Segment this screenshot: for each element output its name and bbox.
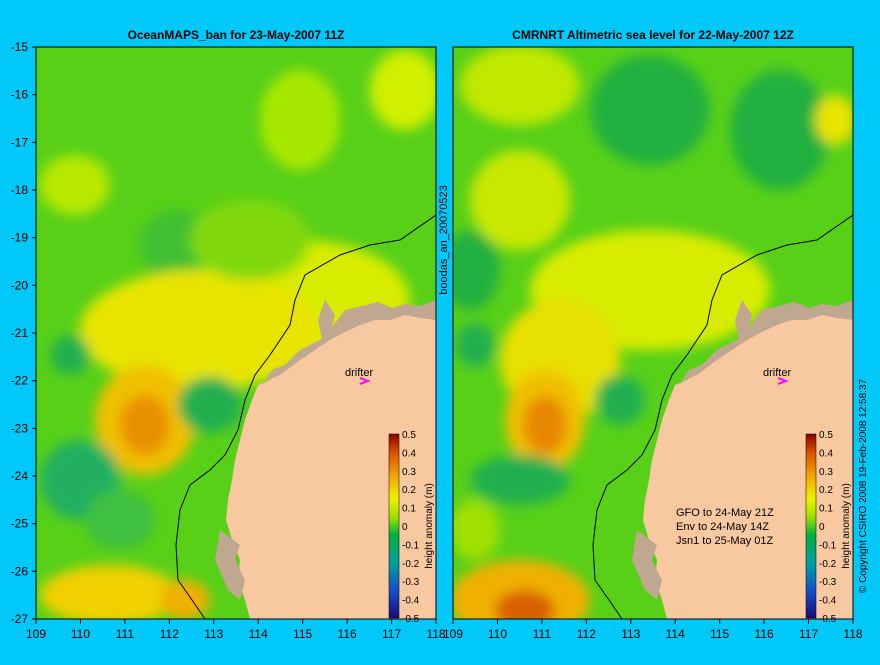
colorbar-tick-label: 0.1 [402,504,416,515]
colorbar-tick-label: 0.5 [819,430,833,441]
right-colorbar: height anomaly (m) 0.5 0.4 0.3 0.2 0.1 0 -0.1 -… [805,430,852,625]
left-colorbar: height anomaly (m) 0.5 0.4 0.3 0.2 0.1 0 -0.1 -… [388,430,435,625]
lat-tick-label: -21 [11,326,29,340]
lat-tick-label: -18 [11,183,29,197]
satellite-note-env: Env to 24-May 14Z [676,521,769,533]
lon-tick-label: 112 [577,627,596,641]
lon-tick-label: 117 [799,627,818,641]
lon-tick-label: 109 [26,627,46,641]
lat-tick-label: -22 [11,374,29,388]
copyright-text: © Copyright CSIRO 2008 19-Feb-2008 12:58… [858,378,869,593]
latitude-axis: -15 -16 -17 -18 -19 -20 -21 -22 -23 -24 -25 -26 -27 [11,40,36,626]
lon-tick-label: 112 [160,627,179,641]
lat-tick-label: -20 [11,278,29,292]
lat-tick-label: -23 [11,421,29,435]
colorbar-tick-label: -0.1 [402,540,420,551]
colorbar-tick-label: 0.5 [402,430,416,441]
right-drifter-marker [777,377,789,385]
run-id-label: boodas_an_20070523 [438,185,450,295]
left-map-panel [36,47,436,619]
right-longitude-axis: 109 110 111 112 113 114 115 116 117 118 [443,619,863,641]
left-drifter-marker [359,377,371,385]
colorbar-tick-label: 0.4 [402,448,416,459]
lat-tick-label: -25 [11,517,29,531]
colorbar-tick-label: -0.2 [819,559,837,570]
colorbar-tick-label: -0.4 [819,596,837,607]
lat-tick-label: -24 [11,469,29,483]
lon-tick-label: 118 [426,627,445,641]
colorbar-tick-label: 0.3 [819,467,833,478]
colorbar-tick-label: 0.3 [402,467,416,478]
lon-tick-label: 115 [710,627,729,641]
colorbar-tick-label: -0.5 [402,614,420,625]
colorbar-tick-label: 0.2 [819,485,833,496]
lon-tick-label: 114 [249,627,268,641]
left-longitude-axis: 109 110 111 112 113 114 115 116 117 118 [26,619,446,641]
lon-tick-label: 113 [204,627,223,641]
lon-tick-label: 111 [116,627,135,641]
lon-tick-label: 113 [621,627,640,641]
lon-tick-label: 109 [443,627,463,641]
right-panel-frame [452,46,854,620]
colorbar-tick-label: -0.3 [402,577,420,588]
lon-tick-label: 118 [843,627,862,641]
lon-tick-label: 116 [338,627,357,641]
lat-tick-label: -27 [11,612,29,626]
colorbar-tick-label: 0.4 [819,448,833,459]
colorbar-tick-label: 0.2 [402,485,416,496]
right-drifter-label: drifter [763,367,791,379]
lat-tick-label: -15 [11,40,29,54]
lat-tick-label: -19 [11,231,29,245]
left-panel-title: OceanMAPS_ban for 23-May-2007 11Z [128,28,345,42]
colorbar-tick-label: -0.4 [402,596,420,607]
left-drifter-label: drifter [345,367,373,379]
colorbar-tick-label: -0.1 [819,540,837,551]
colorbar-tick-label: -0.5 [819,614,837,625]
colorbar-tick-label: -0.2 [402,559,420,570]
lon-tick-label: 110 [488,627,507,641]
right-panel-title: CMRNRT Altimetric sea level for 22-May-2… [512,28,794,42]
lon-tick-label: 110 [71,627,90,641]
right-map-panel [453,47,853,619]
left-colorbar-label: height anomaly (m) [424,483,435,569]
satellite-note-jsn1: Jsn1 to 25-May 01Z [676,535,773,547]
lon-tick-label: 115 [293,627,312,641]
lon-tick-label: 116 [755,627,774,641]
lon-tick-label: 111 [533,627,552,641]
satellite-note-gfo: GFO to 24-May 21Z [676,507,774,519]
colorbar-tick-label: 0.1 [819,504,833,515]
lat-tick-label: -26 [11,564,29,578]
lat-tick-label: -16 [11,88,29,102]
colorbar-tick-label: -0.3 [819,577,837,588]
lon-tick-label: 117 [382,627,401,641]
colorbar-tick-label: 0 [819,522,825,533]
colorbar-tick-label: 0 [402,522,408,533]
right-colorbar-label: height anomaly (m) [841,483,852,569]
lat-tick-label: -17 [11,135,29,149]
lon-tick-label: 114 [666,627,685,641]
